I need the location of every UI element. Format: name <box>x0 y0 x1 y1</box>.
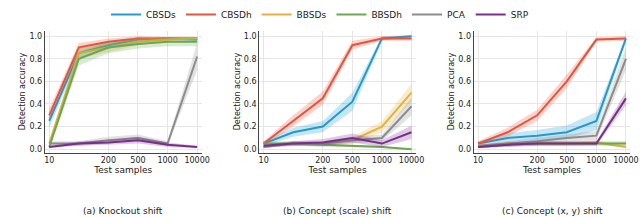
svg-text:0.0: 0.0 <box>458 145 471 154</box>
svg-text:BBSDh: BBSDh <box>371 10 402 20</box>
svg-text:200: 200 <box>315 156 330 165</box>
svg-text:0.4: 0.4 <box>29 100 42 109</box>
svg-text:0.4: 0.4 <box>458 100 471 109</box>
svg-text:CBSDh: CBSDh <box>221 10 252 20</box>
svg-text:Test samples: Test samples <box>522 165 581 175</box>
svg-text:0.0: 0.0 <box>29 145 42 154</box>
svg-text:0.8: 0.8 <box>29 55 42 64</box>
svg-text:BBSDs: BBSDs <box>297 10 327 20</box>
svg-text:10: 10 <box>259 156 269 165</box>
svg-text:(c) Concept (x, y) shift: (c) Concept (x, y) shift <box>502 206 603 216</box>
svg-text:Detection accuracy: Detection accuracy <box>233 53 242 131</box>
svg-text:(a) Knockout shift: (a) Knockout shift <box>83 206 163 216</box>
svg-text:200: 200 <box>530 156 545 165</box>
svg-text:0.6: 0.6 <box>458 77 471 86</box>
svg-text:0.4: 0.4 <box>244 100 257 109</box>
svg-text:(b) Concept (scale) shift: (b) Concept (scale) shift <box>283 206 392 216</box>
svg-text:500: 500 <box>345 156 360 165</box>
svg-text:0.8: 0.8 <box>458 55 471 64</box>
svg-text:10000: 10000 <box>184 156 209 165</box>
svg-text:0.2: 0.2 <box>29 122 42 131</box>
svg-text:10: 10 <box>44 156 54 165</box>
svg-text:0.6: 0.6 <box>29 77 42 86</box>
svg-text:Test samples: Test samples <box>93 165 152 175</box>
svg-text:0.6: 0.6 <box>244 77 257 86</box>
svg-text:Test samples: Test samples <box>308 165 367 175</box>
svg-text:1.0: 1.0 <box>458 32 471 41</box>
svg-text:PCA: PCA <box>447 10 466 20</box>
svg-text:0.2: 0.2 <box>244 122 257 131</box>
svg-text:1.0: 1.0 <box>29 32 42 41</box>
svg-text:0.8: 0.8 <box>244 55 257 64</box>
svg-text:SRP: SRP <box>511 10 529 20</box>
svg-text:0.0: 0.0 <box>244 145 257 154</box>
svg-text:CBSDs: CBSDs <box>146 10 176 20</box>
svg-text:Detection accuracy: Detection accuracy <box>18 53 27 131</box>
svg-text:10000: 10000 <box>613 156 638 165</box>
svg-text:Detection accuracy: Detection accuracy <box>447 53 456 131</box>
svg-text:500: 500 <box>559 156 574 165</box>
svg-text:10: 10 <box>473 156 483 165</box>
svg-text:1000: 1000 <box>372 156 392 165</box>
svg-text:0.2: 0.2 <box>458 122 471 131</box>
svg-text:1000: 1000 <box>157 156 177 165</box>
svg-text:10000: 10000 <box>399 156 424 165</box>
svg-text:1.0: 1.0 <box>244 32 257 41</box>
svg-text:200: 200 <box>101 156 116 165</box>
svg-text:500: 500 <box>130 156 145 165</box>
svg-text:1000: 1000 <box>586 156 606 165</box>
